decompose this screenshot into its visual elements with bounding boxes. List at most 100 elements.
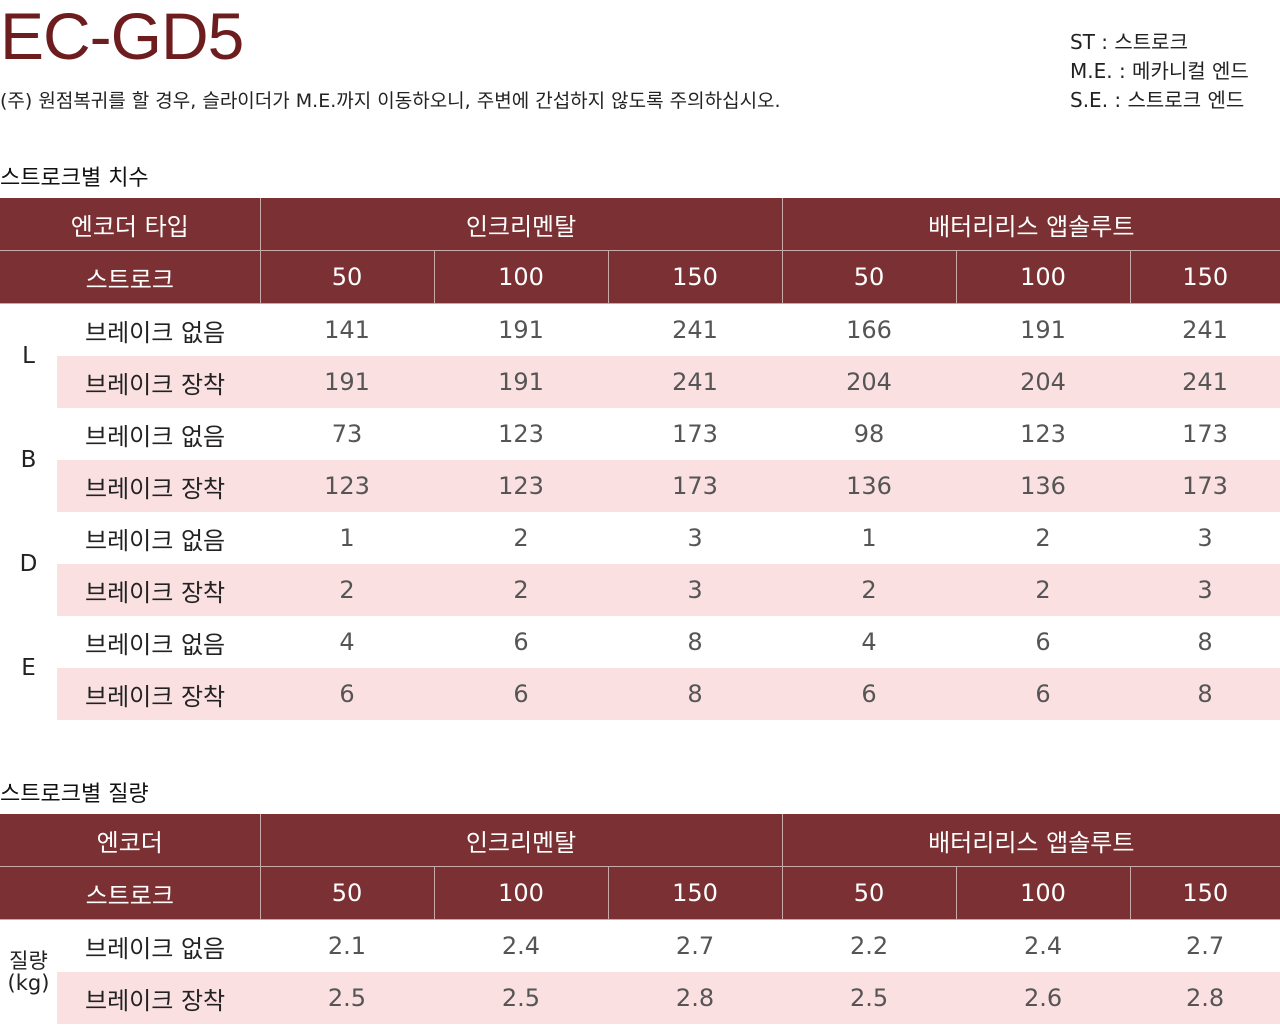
- table-cell: 6: [434, 668, 608, 720]
- table-cell: 123: [956, 408, 1131, 460]
- weight-label-line1: 질량: [9, 949, 48, 973]
- dimension-group-label: E: [0, 616, 57, 720]
- row-label: 브레이크 장착: [57, 356, 260, 408]
- table-cell: 2: [434, 512, 608, 564]
- table-cell: 2.8: [1130, 972, 1280, 1024]
- stroke-value-header: 150: [607, 866, 783, 920]
- table-cell: 1: [782, 512, 957, 564]
- table-cell: 141: [260, 303, 434, 356]
- table-cell: 2.4: [956, 919, 1131, 972]
- stroke-value-header: 50: [259, 250, 434, 304]
- table-cell: 8: [608, 668, 783, 720]
- table-cell: 4: [260, 616, 434, 668]
- table-cell: 191: [260, 356, 434, 408]
- stroke-header: 스트로크: [0, 866, 260, 920]
- row-label: 브레이크 장착: [57, 972, 260, 1024]
- dimension-table: 엔코더 타입 인크리멘탈 배터리리스 앱솔루트 스트로크 50 100 150 …: [0, 198, 1280, 720]
- row-label: 브레이크 없음: [57, 919, 260, 972]
- page-title: EC-GD5: [0, 0, 244, 73]
- table-cell: 2.5: [260, 972, 434, 1024]
- weight-label-unit: (kg): [7, 971, 50, 995]
- table-cell: 6: [260, 668, 434, 720]
- table-cell: 2.5: [434, 972, 608, 1024]
- row-label: 브레이크 장착: [57, 564, 260, 616]
- table-cell: 8: [1130, 668, 1280, 720]
- table-cell: 191: [434, 356, 608, 408]
- dimension-section-title: 스트로크별 치수: [0, 166, 149, 191]
- legend-me: M.E. : 메카니컬 엔드: [1070, 59, 1249, 83]
- table-cell: 123: [260, 460, 434, 512]
- table-cell: 241: [608, 356, 783, 408]
- table-cell: 2.1: [260, 919, 434, 972]
- stroke-value-header: 100: [955, 866, 1131, 920]
- stroke-value-header: 150: [1129, 250, 1280, 304]
- row-label: 브레이크 없음: [57, 512, 260, 564]
- table-cell: 2: [782, 564, 957, 616]
- table-row: E 브레이크 없음 4 6 8 4 6 8: [0, 616, 1280, 720]
- table-cell: 2.4: [434, 919, 608, 972]
- table-cell: 2.7: [1130, 919, 1280, 972]
- stroke-value-header: 150: [607, 250, 783, 304]
- table-cell: 123: [434, 460, 608, 512]
- homing-note: (주) 원점복귀를 할 경우, 슬라이더가 M.E.까지 이동하오니, 주변에 …: [0, 90, 781, 112]
- table-cell: 241: [1130, 356, 1280, 408]
- stroke-value-header: 50: [781, 250, 957, 304]
- table-cell: 2.6: [956, 972, 1131, 1024]
- encoder-header: 엔코더: [0, 814, 260, 867]
- table-cell: 6: [956, 668, 1131, 720]
- table-cell: 2.2: [782, 919, 957, 972]
- table-row: B 브레이크 없음 73 123 173 98 123 173: [0, 408, 1280, 512]
- table-cell: 2.7: [608, 919, 783, 972]
- batteryless-absolute-header: 배터리리스 앱솔루트: [781, 814, 1280, 867]
- abbreviation-legend: ST : 스트로크 M.E. : 메카니컬 엔드 S.E. : 스트로크 엔드: [1070, 28, 1249, 115]
- stroke-header: 스트로크: [0, 250, 260, 304]
- table-row: 브레이크 장착 2 2 3 2 2 3: [0, 564, 1280, 616]
- table-cell: 123: [434, 408, 608, 460]
- table-cell: 241: [608, 303, 783, 356]
- table-cell: 2: [956, 512, 1131, 564]
- row-label: 브레이크 없음: [57, 616, 260, 668]
- table-cell: 191: [434, 303, 608, 356]
- dimension-group-label: B: [0, 408, 57, 512]
- encoder-type-header: 엔코더 타입: [0, 198, 260, 251]
- stroke-value-header: 50: [781, 866, 957, 920]
- legend-st: ST : 스트로크: [1070, 30, 1188, 54]
- stroke-value-header: 150: [1129, 866, 1280, 920]
- table-cell: 8: [608, 616, 783, 668]
- table-cell: 2: [956, 564, 1131, 616]
- table-cell: 136: [956, 460, 1131, 512]
- table-cell: 1: [260, 512, 434, 564]
- table-cell: 98: [782, 408, 957, 460]
- table-cell: 136: [782, 460, 957, 512]
- legend-se: S.E. : 스트로크 엔드: [1070, 88, 1245, 112]
- table-cell: 2.8: [608, 972, 783, 1024]
- table-row: D 브레이크 없음 1 2 3 1 2 3: [0, 512, 1280, 616]
- table-cell: 73: [260, 408, 434, 460]
- table-row: 브레이크 장착 6 6 8 6 6 8: [0, 668, 1280, 720]
- table-cell: 2: [260, 564, 434, 616]
- table-row: 브레이크 장착 191 191 241 204 204 241: [0, 356, 1280, 408]
- table-cell: 3: [1130, 564, 1280, 616]
- row-label: 브레이크 장착: [57, 668, 260, 720]
- batteryless-absolute-header: 배터리리스 앱솔루트: [781, 198, 1280, 251]
- dimension-group-label: L: [0, 303, 57, 408]
- table-cell: 2: [434, 564, 608, 616]
- row-label: 브레이크 없음: [57, 408, 260, 460]
- table-cell: 3: [1130, 512, 1280, 564]
- stroke-value-header: 100: [433, 866, 608, 920]
- table-cell: 173: [1130, 460, 1280, 512]
- table-cell: 3: [608, 564, 783, 616]
- table-cell: 204: [782, 356, 957, 408]
- row-label: 브레이크 장착: [57, 460, 260, 512]
- table-cell: 241: [1130, 303, 1280, 356]
- table-cell: 4: [782, 616, 957, 668]
- incremental-header: 인크리멘탈: [259, 198, 783, 251]
- table-cell: 173: [608, 408, 783, 460]
- stroke-value-header: 100: [955, 250, 1131, 304]
- table-cell: 173: [1130, 408, 1280, 460]
- table-cell: 191: [956, 303, 1131, 356]
- weight-section-title: 스트로크별 질량: [0, 782, 149, 807]
- table-cell: 173: [608, 460, 783, 512]
- table-row: L 브레이크 없음 141 191 241 166 191 241: [0, 303, 1280, 408]
- weight-table: 엔코더 인크리멘탈 배터리리스 앱솔루트 스트로크 50 100 150 50 …: [0, 814, 1280, 1024]
